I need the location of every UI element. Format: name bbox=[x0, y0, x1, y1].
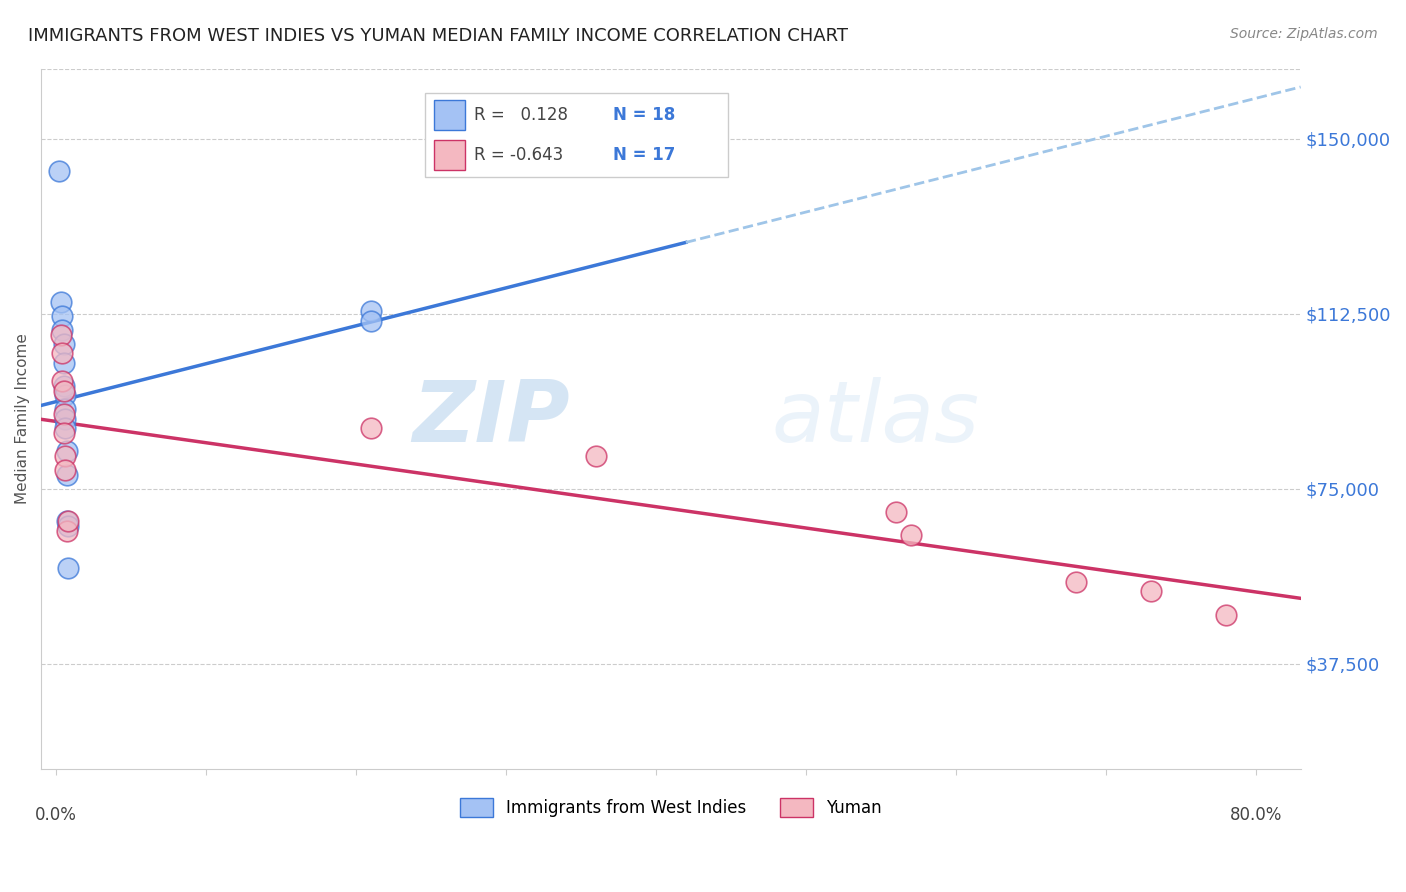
Point bbox=[52, 356, 75, 370]
Point bbox=[53, 421, 76, 435]
Point bbox=[51, 309, 73, 323]
Point bbox=[52, 384, 75, 398]
Point bbox=[585, 449, 607, 463]
Point bbox=[56, 515, 79, 529]
Point bbox=[51, 323, 73, 337]
Point bbox=[360, 304, 382, 318]
Legend: Immigrants from West Indies, Yuman: Immigrants from West Indies, Yuman bbox=[453, 791, 889, 823]
Point bbox=[360, 421, 382, 435]
Point bbox=[53, 463, 76, 477]
Point bbox=[360, 313, 382, 327]
Y-axis label: Median Family Income: Median Family Income bbox=[15, 334, 30, 504]
Point bbox=[55, 524, 77, 538]
Point bbox=[56, 561, 79, 575]
Point bbox=[49, 327, 72, 342]
Point bbox=[52, 379, 75, 393]
Point bbox=[52, 425, 75, 440]
Point bbox=[1215, 607, 1237, 622]
Point bbox=[49, 295, 72, 310]
Point bbox=[1139, 584, 1161, 599]
Point bbox=[55, 515, 77, 529]
Point bbox=[55, 444, 77, 458]
Point bbox=[55, 467, 77, 482]
Point bbox=[53, 402, 76, 417]
Point bbox=[1064, 575, 1087, 590]
Point bbox=[48, 164, 70, 178]
Point bbox=[52, 337, 75, 351]
Point bbox=[53, 411, 76, 425]
Point bbox=[900, 528, 922, 542]
Text: atlas: atlas bbox=[772, 377, 980, 460]
Point bbox=[51, 346, 73, 360]
Text: 0.0%: 0.0% bbox=[35, 806, 77, 824]
Point bbox=[52, 407, 75, 421]
Text: Source: ZipAtlas.com: Source: ZipAtlas.com bbox=[1230, 27, 1378, 41]
Point bbox=[53, 449, 76, 463]
Text: ZIP: ZIP bbox=[412, 377, 569, 460]
Text: 80.0%: 80.0% bbox=[1229, 806, 1282, 824]
Point bbox=[884, 505, 907, 519]
Point bbox=[51, 375, 73, 389]
Point bbox=[56, 519, 79, 533]
Text: IMMIGRANTS FROM WEST INDIES VS YUMAN MEDIAN FAMILY INCOME CORRELATION CHART: IMMIGRANTS FROM WEST INDIES VS YUMAN MED… bbox=[28, 27, 848, 45]
Point bbox=[53, 388, 76, 402]
